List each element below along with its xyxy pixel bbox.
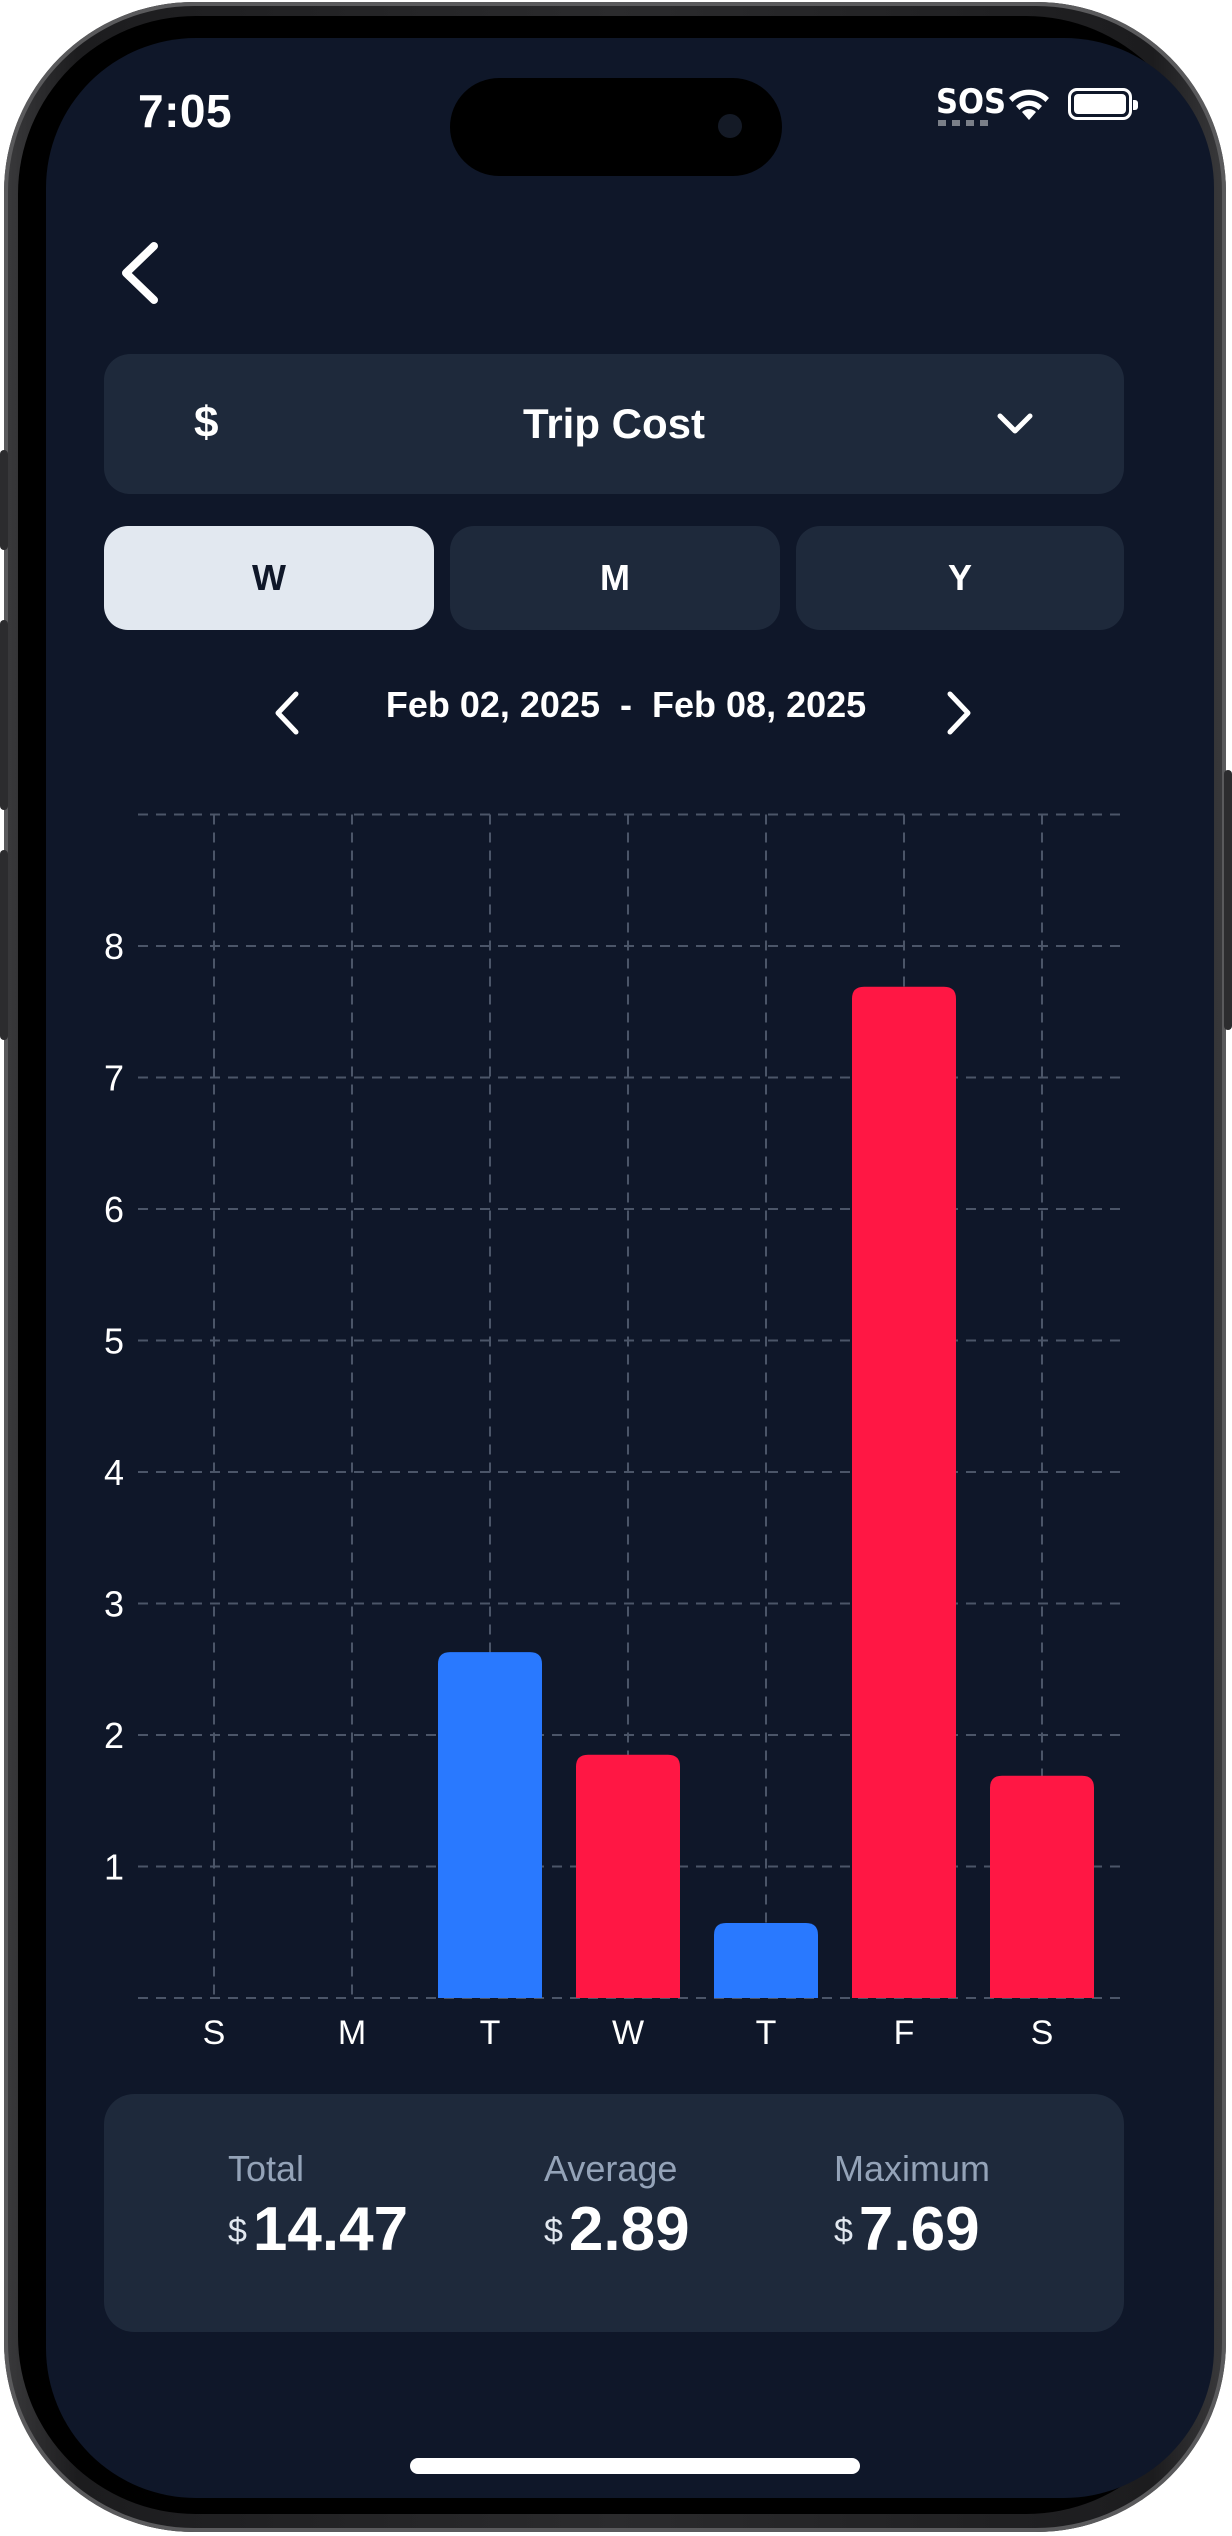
power-button — [1224, 770, 1232, 1030]
x-tick-label: S — [203, 2014, 226, 2052]
dollar-icon: $ — [194, 398, 219, 447]
date-range: Feb 02, 2025 - Feb 08, 2025 — [346, 684, 906, 726]
y-tick-label: 8 — [104, 926, 124, 967]
tab-week[interactable]: W — [104, 526, 434, 630]
y-tick-label: 3 — [104, 1584, 124, 1625]
signal-dots-icon — [938, 120, 988, 126]
bar — [438, 1652, 542, 1998]
app-screen: 7:05 SOS $ Trip Cost W M Y Feb 02, 2025 … — [46, 38, 1214, 2498]
stat-maximum-label: Maximum — [834, 2148, 991, 2189]
x-tick-label: M — [338, 2014, 366, 2052]
y-tick-label: 2 — [104, 1715, 124, 1756]
previous-week-button[interactable] — [260, 678, 316, 748]
bar — [990, 1775, 1094, 1998]
x-tick-label: S — [1031, 2014, 1054, 2052]
camera-icon — [718, 114, 742, 138]
date-start: Feb 02, 2025 — [385, 684, 600, 725]
action-button — [0, 450, 8, 550]
stat-total-value: 14.47 — [252, 2195, 409, 2264]
battery-icon — [1068, 88, 1138, 120]
bar — [576, 1754, 680, 1998]
stat-average-value: 2.89 — [568, 2195, 690, 2264]
volume-up-button — [0, 620, 8, 810]
bar — [714, 1923, 818, 1998]
home-indicator[interactable] — [410, 2458, 860, 2474]
x-tick-label: T — [756, 2014, 777, 2052]
metric-label: Trip Cost — [522, 400, 705, 447]
chevron-right-icon — [947, 691, 971, 735]
sos-indicator: SOS — [936, 82, 1007, 122]
stat-total-currency: $ — [228, 2212, 247, 2250]
x-tick-label: F — [894, 2014, 915, 2052]
chevron-left-icon — [275, 691, 299, 735]
stat-maximum: Maximum $7.69 — [834, 2148, 990, 2265]
metric-dropdown[interactable]: $ Trip Cost — [104, 354, 1124, 494]
tab-month[interactable]: M — [450, 526, 780, 630]
date-separator: - — [620, 684, 632, 725]
y-tick-label: 7 — [104, 1058, 124, 1099]
dynamic-island — [450, 78, 782, 176]
stat-average-label: Average — [544, 2148, 678, 2189]
back-button[interactable] — [102, 228, 182, 318]
stat-average: Average $2.89 — [544, 2148, 690, 2265]
stats-card: Total $14.47 Average $2.89 Maximum $7.69 — [104, 2094, 1124, 2332]
chevron-down-icon — [997, 413, 1033, 434]
stat-maximum-currency: $ — [834, 2212, 853, 2250]
bar — [852, 986, 956, 1998]
stat-maximum-value: 7.69 — [858, 2195, 980, 2264]
next-week-button[interactable] — [930, 678, 986, 748]
chevron-left-icon — [122, 242, 158, 304]
y-tick-label: 6 — [104, 1189, 124, 1230]
x-tick-label: T — [480, 2014, 501, 2052]
y-tick-label: 4 — [104, 1452, 124, 1493]
wifi-icon — [1009, 89, 1049, 120]
stat-average-currency: $ — [544, 2212, 563, 2250]
date-end: Feb 08, 2025 — [652, 684, 867, 725]
stat-total-label: Total — [228, 2148, 305, 2189]
stat-total: Total $14.47 — [228, 2148, 408, 2265]
y-tick-label: 1 — [104, 1847, 124, 1888]
y-tick-label: 5 — [104, 1321, 124, 1362]
tab-year[interactable]: Y — [796, 526, 1124, 630]
status-time: 7:05 — [138, 85, 233, 137]
x-tick-label: W — [612, 2014, 644, 2052]
volume-down-button — [0, 850, 8, 1040]
